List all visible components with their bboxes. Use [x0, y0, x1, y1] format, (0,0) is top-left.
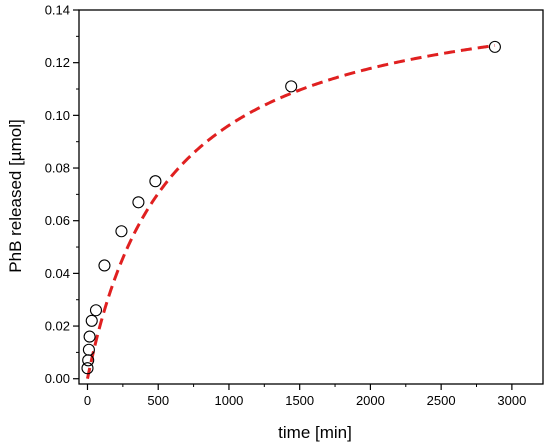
y-tick-label: 0.12 — [45, 55, 70, 70]
data-point — [89, 304, 103, 317]
x-axis-ticks: 0 500 1000 1500 2000 2500 3000 — [84, 384, 526, 408]
data-point — [115, 225, 128, 238]
data-point — [82, 343, 95, 356]
y-tick-label: 0.10 — [45, 108, 70, 123]
data-point — [85, 314, 98, 327]
data-point — [285, 80, 298, 93]
x-tick-label: 0 — [84, 393, 91, 408]
x-tick-label: 3000 — [497, 393, 526, 408]
x-tick-label: 2000 — [356, 393, 385, 408]
fit-curve-layer — [86, 44, 496, 380]
y-tick-label: 0.14 — [45, 3, 70, 18]
y-axis-ticks: 0.00 0.02 0.04 0.06 0.08 0.10 0.12 0.14 — [45, 3, 79, 386]
x-tick-label: 2500 — [427, 393, 456, 408]
data-point — [98, 259, 111, 272]
x-tick-label: 500 — [147, 393, 169, 408]
x-tick-label: 1000 — [214, 393, 243, 408]
y-axis-title: PhB released [µmol] — [6, 119, 25, 272]
data-point — [132, 196, 145, 209]
x-tick-label: 1500 — [285, 393, 314, 408]
plot-area — [78, 9, 544, 385]
x-axis-title: time [min] — [278, 423, 352, 442]
data-point — [83, 330, 96, 343]
data-points-layer — [81, 40, 501, 375]
y-tick-label: 0.06 — [45, 213, 70, 228]
plot-frame — [78, 9, 544, 385]
fit-curve — [86, 44, 496, 380]
y-tick-label: 0.04 — [45, 266, 70, 281]
data-point — [488, 40, 501, 53]
y-tick-label: 0.02 — [45, 319, 70, 334]
y-tick-label: 0.08 — [45, 161, 70, 176]
data-point — [81, 362, 94, 375]
y-tick-label: 0.00 — [45, 371, 70, 386]
data-point — [149, 175, 162, 188]
